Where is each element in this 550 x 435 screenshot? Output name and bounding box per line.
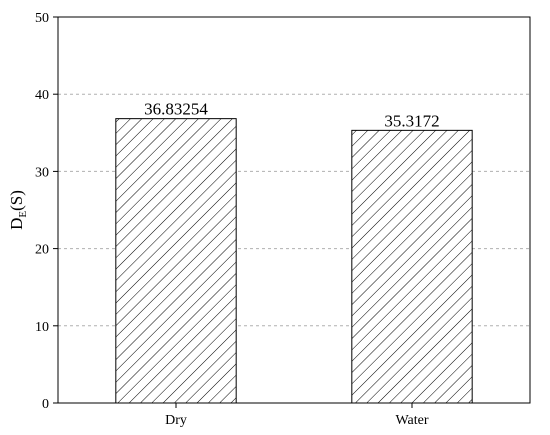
y-tick-label: 50 [35, 11, 49, 26]
y-tick-label: 10 [35, 320, 49, 335]
x-tick-label: Water [395, 413, 428, 428]
y-tick-label: 0 [42, 397, 49, 412]
bar [351, 129, 473, 404]
y-label-sub: E [17, 211, 29, 218]
value-label: 35.3172 [384, 111, 439, 130]
y-tick-label: 30 [35, 165, 49, 180]
value-label: 36.83254 [144, 100, 208, 119]
bar [115, 118, 237, 404]
y-tick-label: 20 [35, 243, 49, 258]
x-tick-label: Dry [165, 413, 187, 428]
y-tick-label: 40 [35, 88, 49, 103]
y-label-rest: (S) [7, 190, 26, 211]
y-axis-label: DE(S) [7, 190, 29, 230]
plot-frame [57, 16, 531, 404]
y-label-main: D [7, 218, 26, 230]
